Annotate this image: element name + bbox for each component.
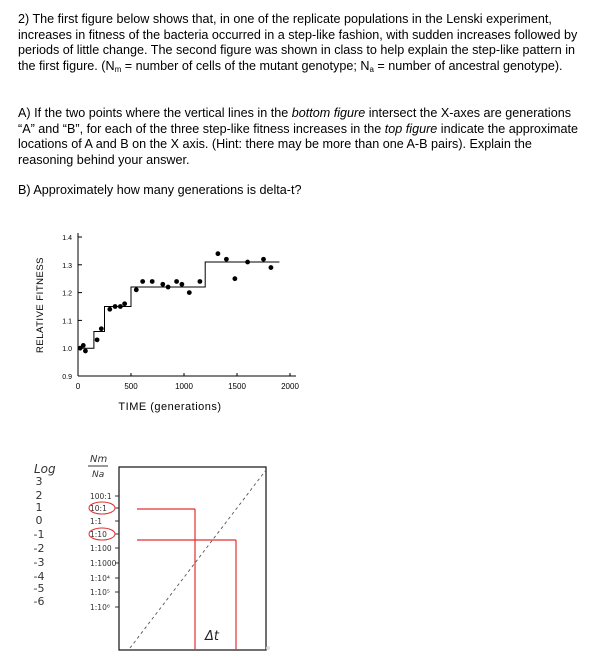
log-tick-label: -4 (34, 570, 45, 583)
fitness-data-point (186, 290, 192, 295)
plot-frame (118, 466, 267, 651)
fitness-data-point (94, 337, 100, 343)
fitness-x-tick-label: 1000 (175, 382, 193, 391)
question-part-a: A) If the two points where the vertical … (18, 106, 579, 167)
fitness-x-label: TIME (generations) (118, 401, 221, 413)
ratio-tick-label: 1:10⁴ (90, 574, 110, 583)
fitness-data-point (118, 304, 123, 309)
log-tick-label: 2 (36, 489, 43, 502)
fitness-data-point (140, 279, 146, 284)
log-tick-label: -3 (34, 556, 45, 569)
fitness-data-point (122, 301, 128, 307)
fitness-data-point (261, 256, 266, 262)
fitness-data-point (80, 343, 86, 348)
fitness-data-point (224, 256, 229, 262)
fitness-data-point (107, 306, 113, 312)
fitness-y-tick-label: 1.2 (62, 291, 72, 298)
ratio-tick-label: 100:1 (90, 492, 112, 501)
circled-ratio-mark (88, 501, 116, 515)
question-part-b: B) Approximately how many generations is… (18, 183, 302, 197)
ratio-tick-label: 10:1 (90, 504, 107, 513)
log-label: Log (34, 462, 56, 476)
fitness-data-point (232, 276, 238, 282)
fitness-y-tick-label: 0.9 (62, 374, 72, 381)
fitness-data-point (77, 345, 83, 351)
fitness-data-point (174, 279, 179, 284)
fitness-x-tick-label: 0 (76, 382, 81, 391)
fitness-data-point (268, 265, 274, 270)
fitness-data-point (149, 279, 155, 284)
fitness-y-tick-label: 1.3 (62, 263, 72, 270)
fitness-x-tick-label: 2000 (281, 382, 299, 391)
log-tick-label: 0 (36, 514, 43, 527)
fitness-y-tick-label: 1.1 (62, 318, 72, 325)
ratio-tick-label: 1:100 (90, 544, 112, 553)
fitness-y-label: RELATIVE FITNESS (35, 257, 46, 353)
page-dot (266, 646, 270, 650)
delta-t-label: Δt (204, 629, 220, 644)
log-tick-label: 3 (36, 475, 43, 488)
fitness-x-tick-label: 1500 (228, 382, 246, 391)
fitness-data-point (245, 259, 251, 265)
fitness-data-point (215, 251, 221, 257)
fitness-x-tick-label: 500 (124, 382, 138, 391)
fitness-y-tick-label: 1.4 (62, 235, 72, 242)
dashed-diagonal-line (129, 469, 267, 649)
fitness-data-point (83, 348, 88, 354)
ratio-tick-label: 1:10⁵ (90, 588, 110, 597)
fitness-data-point (112, 304, 118, 309)
fitness-y-tick-label: 1.0 (62, 346, 72, 353)
fitness-data-point (197, 279, 203, 284)
log-tick-label: 1 (36, 501, 43, 514)
ratio-tick-label: 1:10 (90, 530, 107, 539)
fitness-chart-axes (77, 233, 296, 377)
ratio-tick-label: 1:1 (90, 517, 102, 526)
na-label: Na (92, 470, 104, 480)
log-tick-label: -6 (34, 595, 45, 608)
log-tick-label: -1 (34, 528, 45, 541)
fitness-data-point (98, 326, 104, 332)
fitness-data-point (133, 287, 139, 293)
step-fit-line (78, 261, 280, 349)
ratio-tick-label: 1:1000 (90, 559, 117, 568)
circled-ratio-mark (88, 527, 116, 541)
log-tick-label: -5 (34, 582, 45, 595)
ratio-tick-label: 1:10⁶ (90, 603, 110, 612)
fitness-data-point (160, 281, 166, 287)
fitness-data-point (165, 284, 171, 290)
log-tick-label: -2 (34, 542, 45, 555)
question-intro: 2) The first figure below shows that, in… (18, 12, 578, 74)
nm-label: Nm (90, 454, 107, 465)
fitness-data-point (179, 281, 185, 287)
